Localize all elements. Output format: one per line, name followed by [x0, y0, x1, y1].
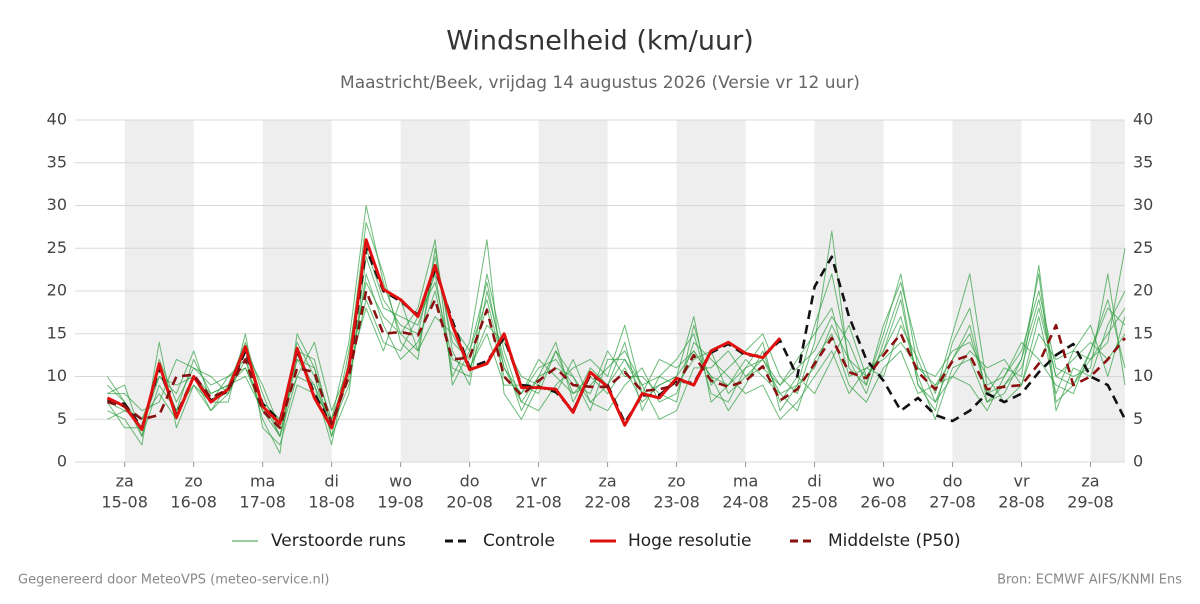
x-tick-date: 23-08	[653, 493, 700, 512]
ensemble-line	[106, 281, 1126, 437]
footer-right: Bron: ECMWF AIFS/KNMI Ens	[997, 573, 1182, 588]
x-tick-date: 21-08	[515, 493, 562, 512]
x-tick-label: ma	[733, 472, 758, 491]
ensemble-line	[107, 239, 1126, 454]
legend-label: Middelste (P50)	[828, 531, 961, 551]
x-tick-date: 29-08	[1067, 493, 1114, 512]
legend-label: Verstoorde runs	[271, 531, 406, 551]
y2-tick-label: 30	[1133, 195, 1153, 214]
y2-tick-label: 0	[1133, 452, 1143, 471]
legend-label: Hoge resolutie	[628, 531, 752, 551]
x-tick-label: ma	[250, 472, 275, 491]
x-tick-label: za	[116, 472, 134, 491]
x-tick-date: 27-08	[929, 493, 976, 512]
x-tick-label: vr	[531, 472, 547, 491]
x-tick-date: 16-08	[170, 493, 217, 512]
y2-tick-label: 25	[1133, 238, 1153, 257]
x-tick-date: 15-08	[101, 493, 148, 512]
y2-tick-label: 10	[1133, 366, 1153, 385]
x-tick-label: zo	[667, 472, 685, 491]
x-tick-date: 20-08	[446, 493, 493, 512]
x-tick-label: do	[460, 472, 480, 491]
x-tick-label: za	[1081, 472, 1099, 491]
x-tick-label: wo	[389, 472, 412, 491]
x-tick-date: 22-08	[584, 493, 631, 512]
x-tick-label: vr	[1013, 472, 1029, 491]
x-tick-date: 18-08	[308, 493, 355, 512]
y-tick-label: 5	[57, 409, 67, 428]
y2-tick-label: 5	[1133, 409, 1143, 428]
y2-tick-label: 15	[1133, 323, 1153, 342]
y2-tick-label: 20	[1133, 281, 1153, 300]
y-tick-label: 15	[47, 323, 67, 342]
chart-subtitle: Maastricht/Beek, vrijdag 14 augustus 202…	[340, 73, 860, 93]
ensemble-line	[107, 264, 1126, 420]
x-tick-label: di	[324, 472, 339, 491]
x-tick-date: 26-08	[860, 493, 907, 512]
y-tick-label: 30	[47, 195, 67, 214]
x-tick-date: 25-08	[791, 493, 838, 512]
y2-tick-label: 35	[1133, 152, 1153, 171]
y-tick-label: 40	[47, 110, 67, 129]
y-tick-label: 0	[57, 452, 67, 471]
series-line	[107, 289, 1127, 430]
x-tick-date: 19-08	[377, 493, 424, 512]
y-tick-label: 35	[47, 152, 67, 171]
y-tick-label: 25	[47, 238, 67, 257]
x-tick-date: 24-08	[722, 493, 769, 512]
legend-label: Controle	[483, 531, 555, 551]
x-tick-label: di	[807, 472, 822, 491]
x-tick-label: wo	[872, 472, 895, 491]
x-tick-label: zo	[185, 472, 203, 491]
x-tick-label: za	[598, 472, 616, 491]
y-tick-label: 10	[47, 366, 67, 385]
x-tick-label: do	[943, 472, 963, 491]
y-tick-label: 20	[47, 281, 67, 300]
y2-tick-label: 40	[1133, 110, 1153, 129]
footer-left: Gegenereerd door MeteoVPS (meteo-service…	[18, 573, 329, 588]
ensemble-line	[107, 273, 1126, 437]
chart-title: Windsnelheid (km/uur)	[446, 26, 754, 57]
x-tick-date: 17-08	[239, 493, 286, 512]
x-tick-date: 28-08	[998, 493, 1045, 512]
plot-area	[75, 119, 1127, 463]
